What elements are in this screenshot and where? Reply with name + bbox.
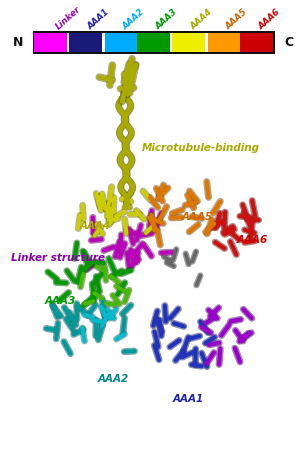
- Text: AAA4: AAA4: [189, 7, 214, 31]
- Bar: [208, 33, 240, 52]
- Text: C: C: [285, 36, 294, 49]
- Bar: [205, 33, 208, 52]
- Text: AAA2: AAA2: [121, 7, 146, 31]
- Text: Microtubule-binding: Microtubule-binding: [141, 143, 259, 153]
- Text: Linker structure: Linker structure: [11, 253, 105, 263]
- Text: Linker: Linker: [54, 4, 82, 31]
- Bar: [137, 33, 170, 52]
- Bar: [170, 33, 172, 52]
- Bar: [67, 33, 70, 52]
- Text: N: N: [13, 36, 23, 49]
- Text: AAA5: AAA5: [182, 212, 213, 222]
- Bar: [102, 33, 105, 52]
- Bar: [34, 33, 67, 52]
- Text: AAA1: AAA1: [86, 7, 111, 31]
- Text: AAA3: AAA3: [45, 296, 76, 306]
- Bar: [33, 31, 275, 54]
- Bar: [105, 33, 137, 52]
- Text: AAA1: AAA1: [173, 395, 204, 405]
- Bar: [70, 33, 102, 52]
- Text: AAA6: AAA6: [237, 235, 268, 244]
- Text: AAA5: AAA5: [224, 7, 249, 31]
- Bar: [240, 33, 273, 52]
- Text: AAA4: AAA4: [80, 221, 111, 231]
- Text: AAA3: AAA3: [154, 7, 179, 31]
- Bar: [172, 33, 205, 52]
- Text: AAA2: AAA2: [98, 374, 129, 384]
- Text: AAA6: AAA6: [257, 7, 282, 31]
